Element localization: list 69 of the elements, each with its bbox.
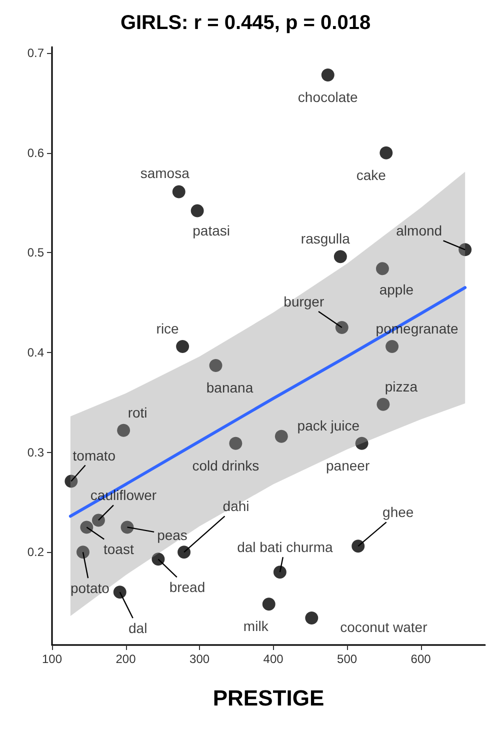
point — [190, 204, 204, 218]
y-tick-label: 0.2 — [27, 545, 44, 560]
y-tick-label: 0.6 — [27, 146, 44, 160]
annotation: toast — [103, 541, 134, 558]
point — [376, 262, 389, 276]
point — [273, 566, 286, 579]
point — [334, 250, 347, 264]
point — [113, 586, 126, 599]
point — [80, 520, 94, 534]
point — [117, 424, 130, 437]
point — [355, 436, 368, 450]
point — [229, 436, 242, 450]
annotation: cold drinks — [192, 457, 260, 474]
annotation: cake — [356, 166, 386, 183]
annotation: dal — [128, 620, 148, 636]
x-tick-label: 300 — [190, 652, 210, 666]
point — [178, 546, 191, 559]
annotation: pack juice — [297, 417, 360, 434]
y-tick-label: 0.7 — [27, 46, 44, 60]
annotation: milk — [243, 618, 270, 634]
annotation: pizza — [384, 378, 418, 394]
annotation: peas — [157, 527, 188, 544]
x-tick-label: 200 — [116, 652, 136, 666]
point — [64, 474, 78, 488]
annotation: apple — [379, 282, 414, 298]
x-tick-label: 400 — [263, 652, 284, 666]
point — [176, 340, 190, 353]
point — [262, 598, 276, 611]
annotation: potato — [70, 580, 110, 596]
point — [152, 552, 165, 566]
point — [376, 398, 390, 411]
y-tick-label: 0.3 — [27, 445, 44, 460]
annotation: coconut water — [340, 619, 428, 636]
annotation: samosa — [140, 164, 190, 181]
annotation: dahi — [222, 498, 250, 514]
point — [120, 520, 134, 534]
annotation: banana — [206, 379, 254, 396]
point — [76, 546, 90, 559]
annotation: tomato — [72, 447, 116, 464]
line-series — [68, 286, 467, 518]
annotation: chocolate — [298, 88, 358, 105]
annotation: paneer — [326, 457, 370, 474]
point — [380, 146, 393, 160]
point — [321, 68, 334, 82]
x-axis-title: PRESTIGE — [212, 686, 324, 710]
annotation: rasgulla — [300, 230, 350, 247]
annotation: burger — [284, 294, 324, 310]
annotation: almond — [396, 222, 442, 239]
annotation: bread — [169, 579, 206, 596]
annotation: patasi — [192, 222, 230, 239]
annotation: ghee — [382, 504, 414, 520]
annotation: roti — [128, 404, 148, 420]
point — [458, 243, 472, 256]
x-tick-label: 100 — [42, 652, 62, 666]
annotation: dal bati churma — [237, 539, 334, 556]
point — [386, 340, 399, 353]
point — [335, 321, 348, 334]
point — [209, 358, 222, 372]
point — [172, 185, 186, 198]
point — [305, 612, 318, 625]
y-tick-label: 0.4 — [27, 345, 44, 360]
annotation: rice — [156, 320, 180, 336]
point — [274, 430, 288, 443]
x-tick-label: 500 — [337, 652, 358, 666]
x-tick-label: 600 — [410, 652, 432, 666]
point — [352, 540, 365, 553]
y-tick-label: 0.5 — [27, 246, 44, 260]
chart-title: GIRLS: r = 0.445, p = 0.018 — [120, 12, 371, 34]
point — [92, 514, 105, 527]
